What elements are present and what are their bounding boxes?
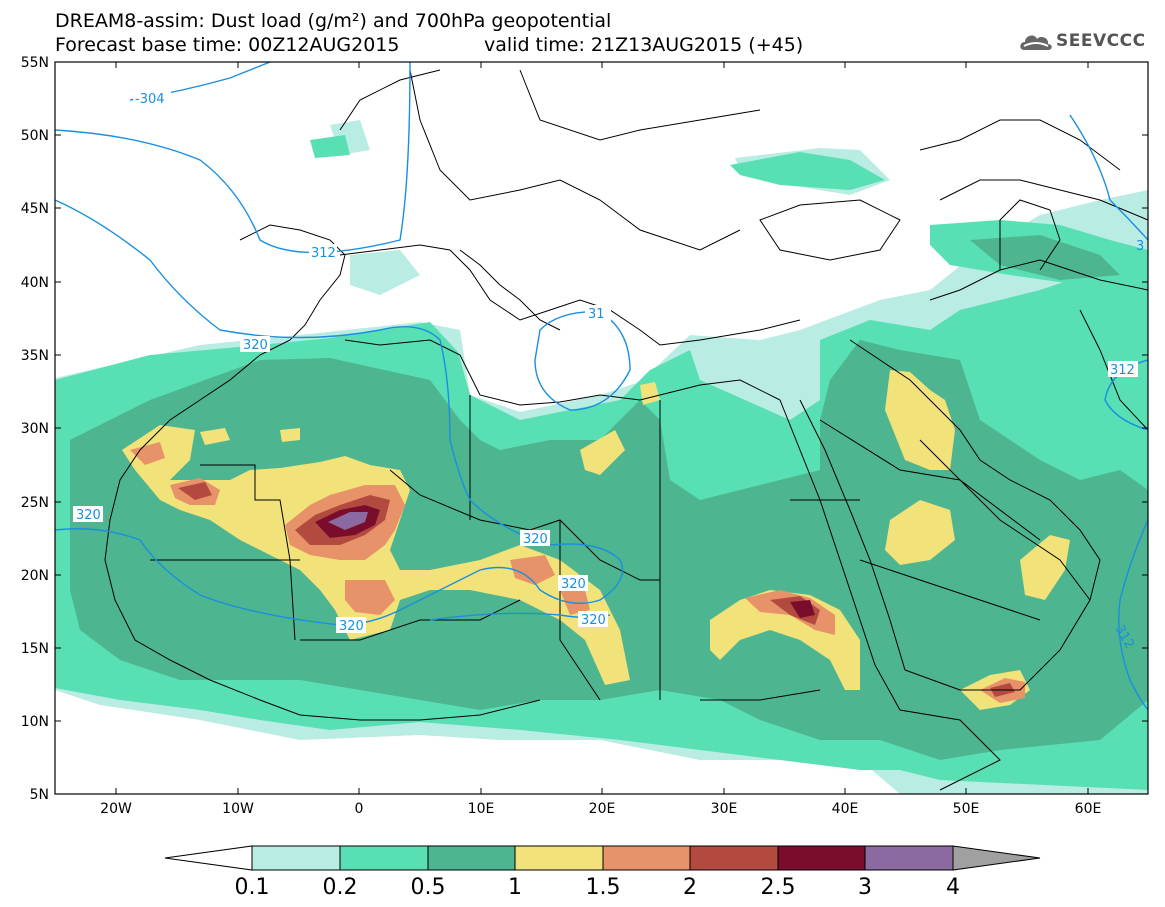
- lat-label: 55N: [21, 55, 49, 71]
- latitude-labels: 55N 50N 45N 40N 35N 30N 25N 20N 15N 10N …: [21, 55, 49, 803]
- colorbar-segment: [514, 845, 604, 871]
- contour-label: 320: [243, 338, 268, 353]
- contour-label-bg: [73, 506, 103, 522]
- dust-3-4: [328, 512, 368, 530]
- contour-label: -304: [135, 92, 165, 107]
- contour-label: 31: [588, 307, 605, 322]
- colorbar-low-arrow: [164, 845, 253, 871]
- lat-label: 40N: [21, 275, 49, 291]
- lat-label: 25N: [21, 495, 49, 511]
- colorbar-label: 3: [858, 875, 872, 900]
- colorbar-label: 1.5: [586, 875, 621, 900]
- cloud-icon: [1020, 35, 1052, 50]
- lat-label: 35N: [21, 348, 49, 364]
- lat-label: 10N: [21, 714, 49, 730]
- contour-label: 320: [523, 532, 548, 547]
- colorbar-label: 0.1: [235, 875, 270, 900]
- colorbar-segment: [602, 845, 691, 871]
- map-title: DREAM8-assim: Dust load (g/m²) and 700hP…: [55, 10, 612, 32]
- lon-label: 20E: [589, 801, 616, 817]
- dust-0.5-1: [70, 235, 1148, 760]
- longitude-labels: 20W 10W 0 10E 20E 30E 40E 50E 60E: [100, 801, 1101, 817]
- colorbar-segment: [339, 845, 429, 871]
- contour-label: 320: [339, 619, 364, 634]
- lat-label: 50N: [21, 128, 49, 144]
- contour-label: 3: [1136, 239, 1144, 254]
- contour-label-bg: [336, 617, 366, 633]
- colorbar-segment: [777, 845, 866, 871]
- colorbar-label: 0.5: [411, 875, 446, 900]
- colorbar-segment: [689, 845, 779, 871]
- colorbar-label: 1: [508, 875, 522, 900]
- contour-label-bg: [558, 575, 588, 591]
- lon-label: 0: [355, 801, 364, 817]
- contour-label: 320: [581, 613, 606, 628]
- lon-label: 60E: [1075, 801, 1102, 817]
- contour-label-bg: [578, 611, 608, 627]
- colorbar-labels: 0.1 0.2 0.5 1 1.5 2 2.5 3 4: [235, 875, 961, 900]
- seevccc-logo: SEEVCCC: [1018, 28, 1158, 58]
- forecast-base-time: Forecast base time: 00Z12AUG2015: [55, 34, 400, 56]
- lon-label: 30E: [711, 801, 738, 817]
- colorbar: [164, 845, 1041, 871]
- valid-time: valid time: 21Z13AUG2015 (+45): [484, 34, 804, 56]
- contour-label-bg: [585, 305, 611, 321]
- contour-label: 312: [1110, 363, 1135, 378]
- lat-label: 5N: [30, 787, 49, 803]
- lon-label: 50E: [953, 801, 980, 817]
- lat-label: 20N: [21, 568, 49, 584]
- contour-label-bg: [1108, 361, 1138, 377]
- longitude-axis: [115, 62, 1089, 794]
- contour-label: 312: [311, 246, 336, 261]
- colorbar-label: 2.5: [761, 875, 796, 900]
- colorbar-label: 2: [683, 875, 697, 900]
- lat-label: 15N: [21, 641, 49, 657]
- lat-label: 30N: [21, 421, 49, 437]
- colorbar-segment: [427, 845, 516, 871]
- contour-label-group: -304 312 320 312 320 320 320 320 320 312…: [73, 90, 1144, 652]
- colorbar-segment: [864, 845, 954, 871]
- latitude-axis: [55, 61, 1148, 722]
- contour-label: 320: [76, 508, 101, 523]
- contour-label-bg: [133, 90, 171, 106]
- lon-label: 20W: [100, 801, 132, 817]
- lat-label: 45N: [21, 201, 49, 217]
- lon-label: 10E: [468, 801, 495, 817]
- contour-label-bg: [309, 244, 337, 260]
- colorbar-label: 0.2: [323, 875, 358, 900]
- lon-label: 10W: [222, 801, 254, 817]
- contour-label: 320: [561, 577, 586, 592]
- logo-text: SEEVCCC: [1056, 31, 1146, 51]
- colorbar-label: 4: [946, 875, 960, 900]
- coastlines-borders: [104, 69, 1149, 791]
- contour-label-bg: [240, 336, 270, 352]
- lon-label: 40E: [832, 801, 859, 817]
- colorbar-segment: [251, 845, 341, 871]
- contour-label-bg: [520, 530, 550, 546]
- colorbar-high-arrow: [952, 845, 1041, 871]
